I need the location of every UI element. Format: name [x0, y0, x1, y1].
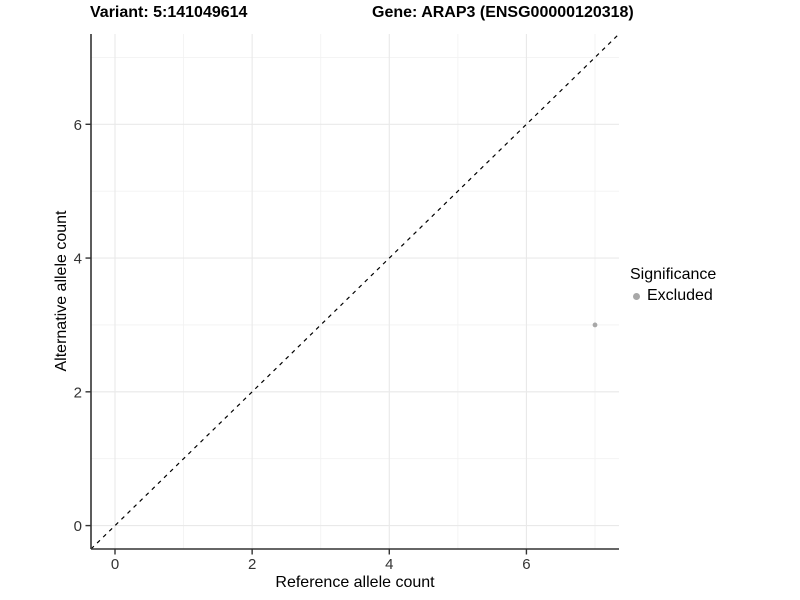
- y-tick-label: 6: [74, 117, 82, 134]
- x-axis-title: Reference allele count: [275, 574, 435, 591]
- x-tick-label: 6: [522, 556, 530, 573]
- legend-key-dot-icon: [633, 292, 640, 300]
- legend-entry: Excluded: [630, 287, 716, 305]
- identity-line: [90, 33, 620, 550]
- y-tick-label: 0: [74, 518, 82, 535]
- plot-title-gene: Gene: ARAP3 (ENSG00000120318): [372, 4, 634, 21]
- data-point: [592, 322, 598, 328]
- x-tick-label: 0: [111, 556, 119, 573]
- legend-title: Significance: [630, 266, 717, 283]
- x-tick-label: 4: [385, 556, 393, 573]
- legend: Significance Excluded: [630, 266, 716, 305]
- x-tick-label: 2: [248, 556, 256, 573]
- y-tick-label: 4: [74, 251, 82, 268]
- plot-title-variant: Variant: 5:141049614: [90, 4, 248, 21]
- y-axis-title: Alternative allele count: [53, 210, 70, 372]
- legend-entry-label: Excluded: [647, 287, 713, 304]
- y-tick-label: 2: [74, 384, 82, 401]
